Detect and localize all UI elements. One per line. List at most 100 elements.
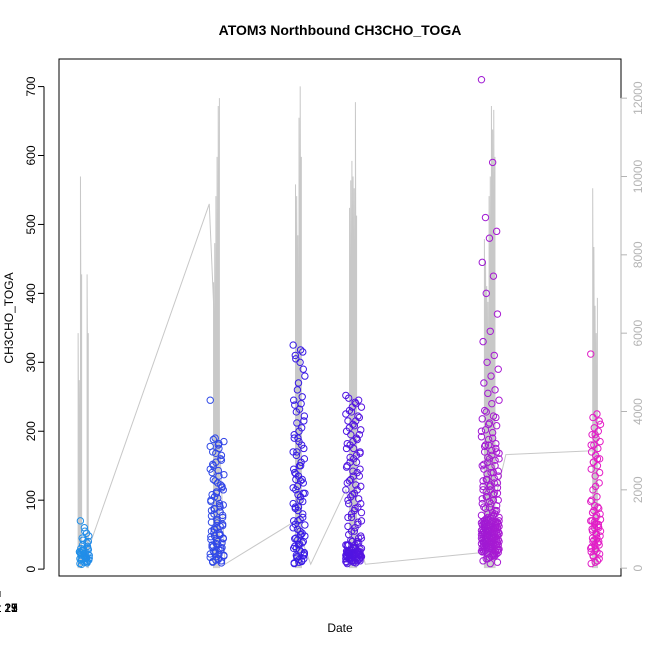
data-point	[294, 379, 303, 387]
data-point	[353, 537, 361, 546]
data-point	[76, 517, 85, 525]
data-point	[356, 548, 364, 556]
data-point	[484, 530, 493, 539]
data-point	[215, 550, 223, 559]
data-point	[489, 412, 498, 420]
data-point	[490, 479, 498, 487]
data-point	[348, 490, 356, 499]
data-point	[478, 499, 486, 508]
data-point	[293, 525, 302, 533]
data-point	[297, 424, 306, 432]
data-point	[289, 499, 297, 508]
data-point	[219, 501, 227, 509]
data-point	[207, 497, 215, 506]
data-point	[356, 449, 364, 457]
right-tick-label: 6000	[631, 319, 645, 346]
data-point	[482, 289, 490, 298]
data-point	[477, 433, 486, 441]
data-point	[479, 477, 487, 485]
points-layer	[75, 75, 605, 568]
data-point	[293, 482, 302, 491]
line-spike	[86, 274, 89, 569]
data-point	[492, 439, 500, 448]
data-point	[299, 497, 307, 506]
data-point	[346, 453, 354, 462]
data-point	[485, 234, 494, 242]
data-point	[301, 372, 309, 380]
data-point	[352, 451, 361, 460]
data-point	[220, 552, 228, 560]
data-point	[482, 488, 490, 496]
data-point	[206, 553, 214, 562]
data-point	[301, 521, 309, 529]
data-point	[215, 529, 224, 537]
data-point	[494, 467, 502, 475]
data-point	[486, 327, 494, 335]
data-point	[206, 442, 214, 451]
data-point	[591, 501, 599, 510]
data-point	[354, 495, 363, 503]
data-point	[483, 475, 491, 484]
data-point	[589, 537, 597, 546]
data-point	[485, 503, 494, 511]
data-point	[347, 430, 355, 439]
data-point	[289, 465, 298, 473]
data-point	[482, 515, 490, 523]
data-point	[483, 358, 491, 367]
data-point	[587, 548, 595, 556]
data-point	[349, 437, 357, 446]
data-point	[588, 508, 597, 517]
data-point	[297, 557, 306, 566]
right-tick-label: 12000	[631, 81, 645, 115]
data-point	[481, 213, 490, 222]
data-point	[490, 474, 498, 482]
data-point	[589, 413, 597, 422]
data-point	[342, 463, 351, 471]
data-point	[487, 468, 495, 477]
data-point	[357, 508, 366, 517]
data-point	[210, 505, 219, 513]
data-point	[480, 460, 488, 469]
data-point	[213, 519, 221, 527]
data-point	[300, 417, 308, 425]
data-point	[291, 535, 299, 543]
data-point	[292, 475, 300, 484]
data-point	[349, 444, 358, 453]
data-point	[587, 543, 596, 551]
data-point	[207, 512, 216, 520]
data-point	[492, 527, 500, 535]
data-point	[295, 405, 304, 413]
data-point	[484, 420, 493, 429]
data-point	[210, 525, 218, 533]
data-point	[486, 481, 494, 489]
x-tick-label: Oct 17	[0, 601, 18, 615]
data-point	[295, 540, 304, 548]
data-point	[299, 365, 307, 373]
right-tick-label: 8000	[631, 241, 645, 268]
data-point	[344, 513, 352, 522]
data-point	[296, 515, 304, 524]
data-point	[486, 486, 494, 494]
data-point	[482, 493, 490, 501]
data-point	[342, 558, 351, 566]
data-point	[494, 472, 502, 480]
y-tick-label: 300	[24, 352, 38, 372]
data-point	[480, 503, 488, 511]
data-point	[342, 486, 350, 494]
data-point	[589, 458, 598, 466]
data-point	[350, 506, 359, 515]
data-point	[479, 482, 487, 491]
data-point	[484, 435, 493, 444]
data-point	[480, 448, 489, 456]
data-point	[206, 396, 214, 404]
data-point	[209, 435, 218, 444]
data-point	[299, 348, 307, 356]
data-point	[488, 520, 496, 528]
data-point	[480, 524, 489, 532]
data-point	[346, 551, 354, 560]
data-point	[213, 494, 222, 502]
right-tick-label: 4000	[631, 398, 645, 425]
data-point	[296, 462, 305, 470]
data-point	[217, 456, 226, 464]
